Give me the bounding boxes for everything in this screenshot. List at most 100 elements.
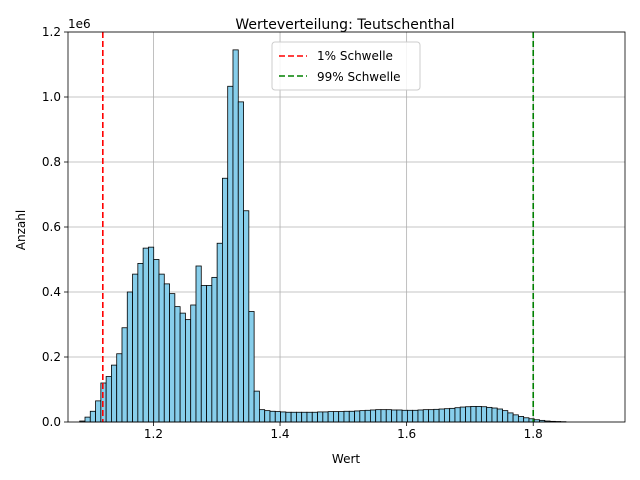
- histogram-bar: [422, 409, 429, 423]
- histogram-bar: [253, 390, 260, 423]
- histogram-bar: [243, 210, 250, 423]
- histogram-bar: [121, 327, 128, 423]
- y-scale-label: 1e6: [68, 17, 91, 31]
- histogram-bar: [454, 407, 461, 423]
- histogram-bar: [406, 409, 414, 423]
- x-tick-label: 1.4: [270, 427, 289, 441]
- histogram-bar: [216, 242, 223, 423]
- histogram-bar: [126, 291, 133, 423]
- histogram-bar: [306, 411, 313, 423]
- histogram-bar: [195, 265, 202, 423]
- histogram-bar: [84, 416, 91, 423]
- histogram-bar: [222, 177, 229, 423]
- histogram-bar: [364, 409, 371, 423]
- histogram-bar: [190, 304, 197, 423]
- histogram-bar: [438, 408, 445, 423]
- histogram-bar: [480, 406, 488, 423]
- histogram-bar: [95, 400, 102, 423]
- histogram-bar: [153, 259, 160, 423]
- threshold-lines: [102, 32, 535, 422]
- histogram-bar: [512, 414, 519, 423]
- histogram-bar: [158, 273, 165, 423]
- legend-label-99pct: 99% Schwelle: [317, 70, 401, 84]
- y-tick-label: 0.2: [42, 350, 61, 364]
- histogram-bar: [285, 411, 292, 423]
- histogram-bar: [486, 406, 493, 423]
- histogram-bar: [443, 408, 451, 423]
- histogram-bar: [385, 409, 392, 423]
- legend-box: [271, 41, 421, 91]
- histogram-bar: [179, 312, 186, 423]
- histogram-bar: [322, 411, 329, 423]
- histogram-bar: [264, 410, 271, 423]
- histogram-bar: [169, 293, 176, 423]
- histogram-bar: [507, 412, 514, 423]
- histogram-bar: [359, 410, 366, 423]
- histogram-bar: [502, 410, 509, 423]
- histogram-bar: [396, 409, 403, 423]
- histogram-bar: [338, 411, 345, 423]
- histogram-bars: [79, 49, 567, 423]
- y-axis-label: Anzahl: [14, 210, 28, 250]
- histogram-bar: [290, 411, 297, 423]
- histogram-bar: [137, 262, 144, 423]
- y-tick-label: 0.6: [42, 220, 61, 234]
- histogram-bar: [459, 406, 466, 423]
- histogram-bar: [428, 409, 435, 423]
- histogram-bar: [269, 410, 276, 423]
- histogram-bar: [206, 285, 213, 423]
- histogram-bar: [465, 406, 472, 423]
- histogram-bar: [200, 285, 207, 423]
- x-axis-label: Wert: [332, 452, 360, 466]
- histogram-bar: [142, 247, 149, 423]
- histogram-bar: [327, 411, 334, 423]
- x-tick-label: 1.6: [397, 427, 416, 441]
- histogram-bar: [354, 410, 361, 423]
- y-axis-ticks: 0.0 0.2 0.4 0.6 0.8 1.0 1.2: [42, 25, 68, 429]
- histogram-bar: [163, 283, 170, 423]
- histogram-bar: [523, 417, 530, 423]
- histogram-bar: [496, 408, 503, 423]
- legend-label-1pct: 1% Schwelle: [317, 49, 393, 63]
- histogram-bar: [227, 85, 234, 423]
- y-tick-label: 0.8: [42, 155, 61, 169]
- y-tick-label: 0.0: [42, 415, 61, 429]
- histogram-bar: [232, 49, 239, 423]
- histogram-bar: [280, 411, 287, 423]
- histogram-bar: [237, 101, 244, 423]
- histogram-bar: [369, 409, 377, 423]
- histogram-bar: [517, 416, 525, 423]
- histogram-bar: [259, 409, 266, 423]
- histogram-bar: [449, 407, 456, 423]
- histogram-bar: [417, 409, 424, 423]
- histogram-bar: [311, 411, 318, 423]
- histogram-bar: [380, 409, 387, 423]
- legend: 1% Schwelle 99% Schwelle: [271, 41, 421, 91]
- y-tick-label: 1.0: [42, 90, 61, 104]
- histogram-bar: [375, 409, 382, 423]
- histogram-bar: [148, 246, 155, 423]
- chart-title: Werteverteilung: Teutschenthal: [235, 17, 454, 33]
- x-tick-label: 1.2: [144, 427, 163, 441]
- x-axis-ticks: 1.2 1.4 1.6 1.8: [144, 422, 543, 441]
- histogram-bar: [332, 411, 340, 423]
- histogram-bar: [105, 376, 112, 423]
- y-tick-label: 0.4: [42, 285, 61, 299]
- histogram-bar: [470, 405, 477, 423]
- histogram-bar: [491, 407, 498, 423]
- histogram-bar: [317, 411, 324, 423]
- histogram-bar: [301, 411, 308, 423]
- histogram-bar: [116, 353, 123, 423]
- histogram-bar: [475, 405, 482, 423]
- histogram-bar: [89, 410, 96, 423]
- histogram-bar: [185, 319, 192, 423]
- histogram-bar: [391, 409, 398, 423]
- histogram-bar: [343, 410, 350, 423]
- x-tick-label: 1.8: [524, 427, 543, 441]
- histogram-bar: [433, 408, 440, 423]
- histogram-bar: [401, 409, 408, 423]
- histogram-bar: [174, 306, 181, 423]
- histogram-bar: [211, 276, 218, 423]
- histogram-bar: [412, 409, 419, 423]
